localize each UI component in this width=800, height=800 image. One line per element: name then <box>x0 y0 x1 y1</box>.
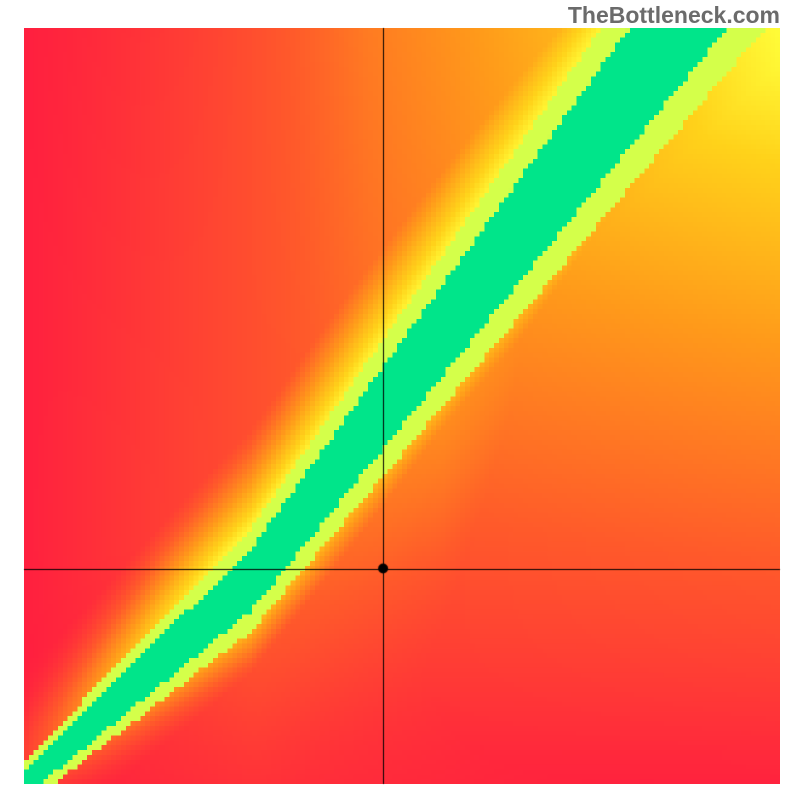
crosshair-overlay <box>0 0 800 800</box>
watermark-text: TheBottleneck.com <box>568 2 780 29</box>
chart-container: TheBottleneck.com <box>0 0 800 800</box>
